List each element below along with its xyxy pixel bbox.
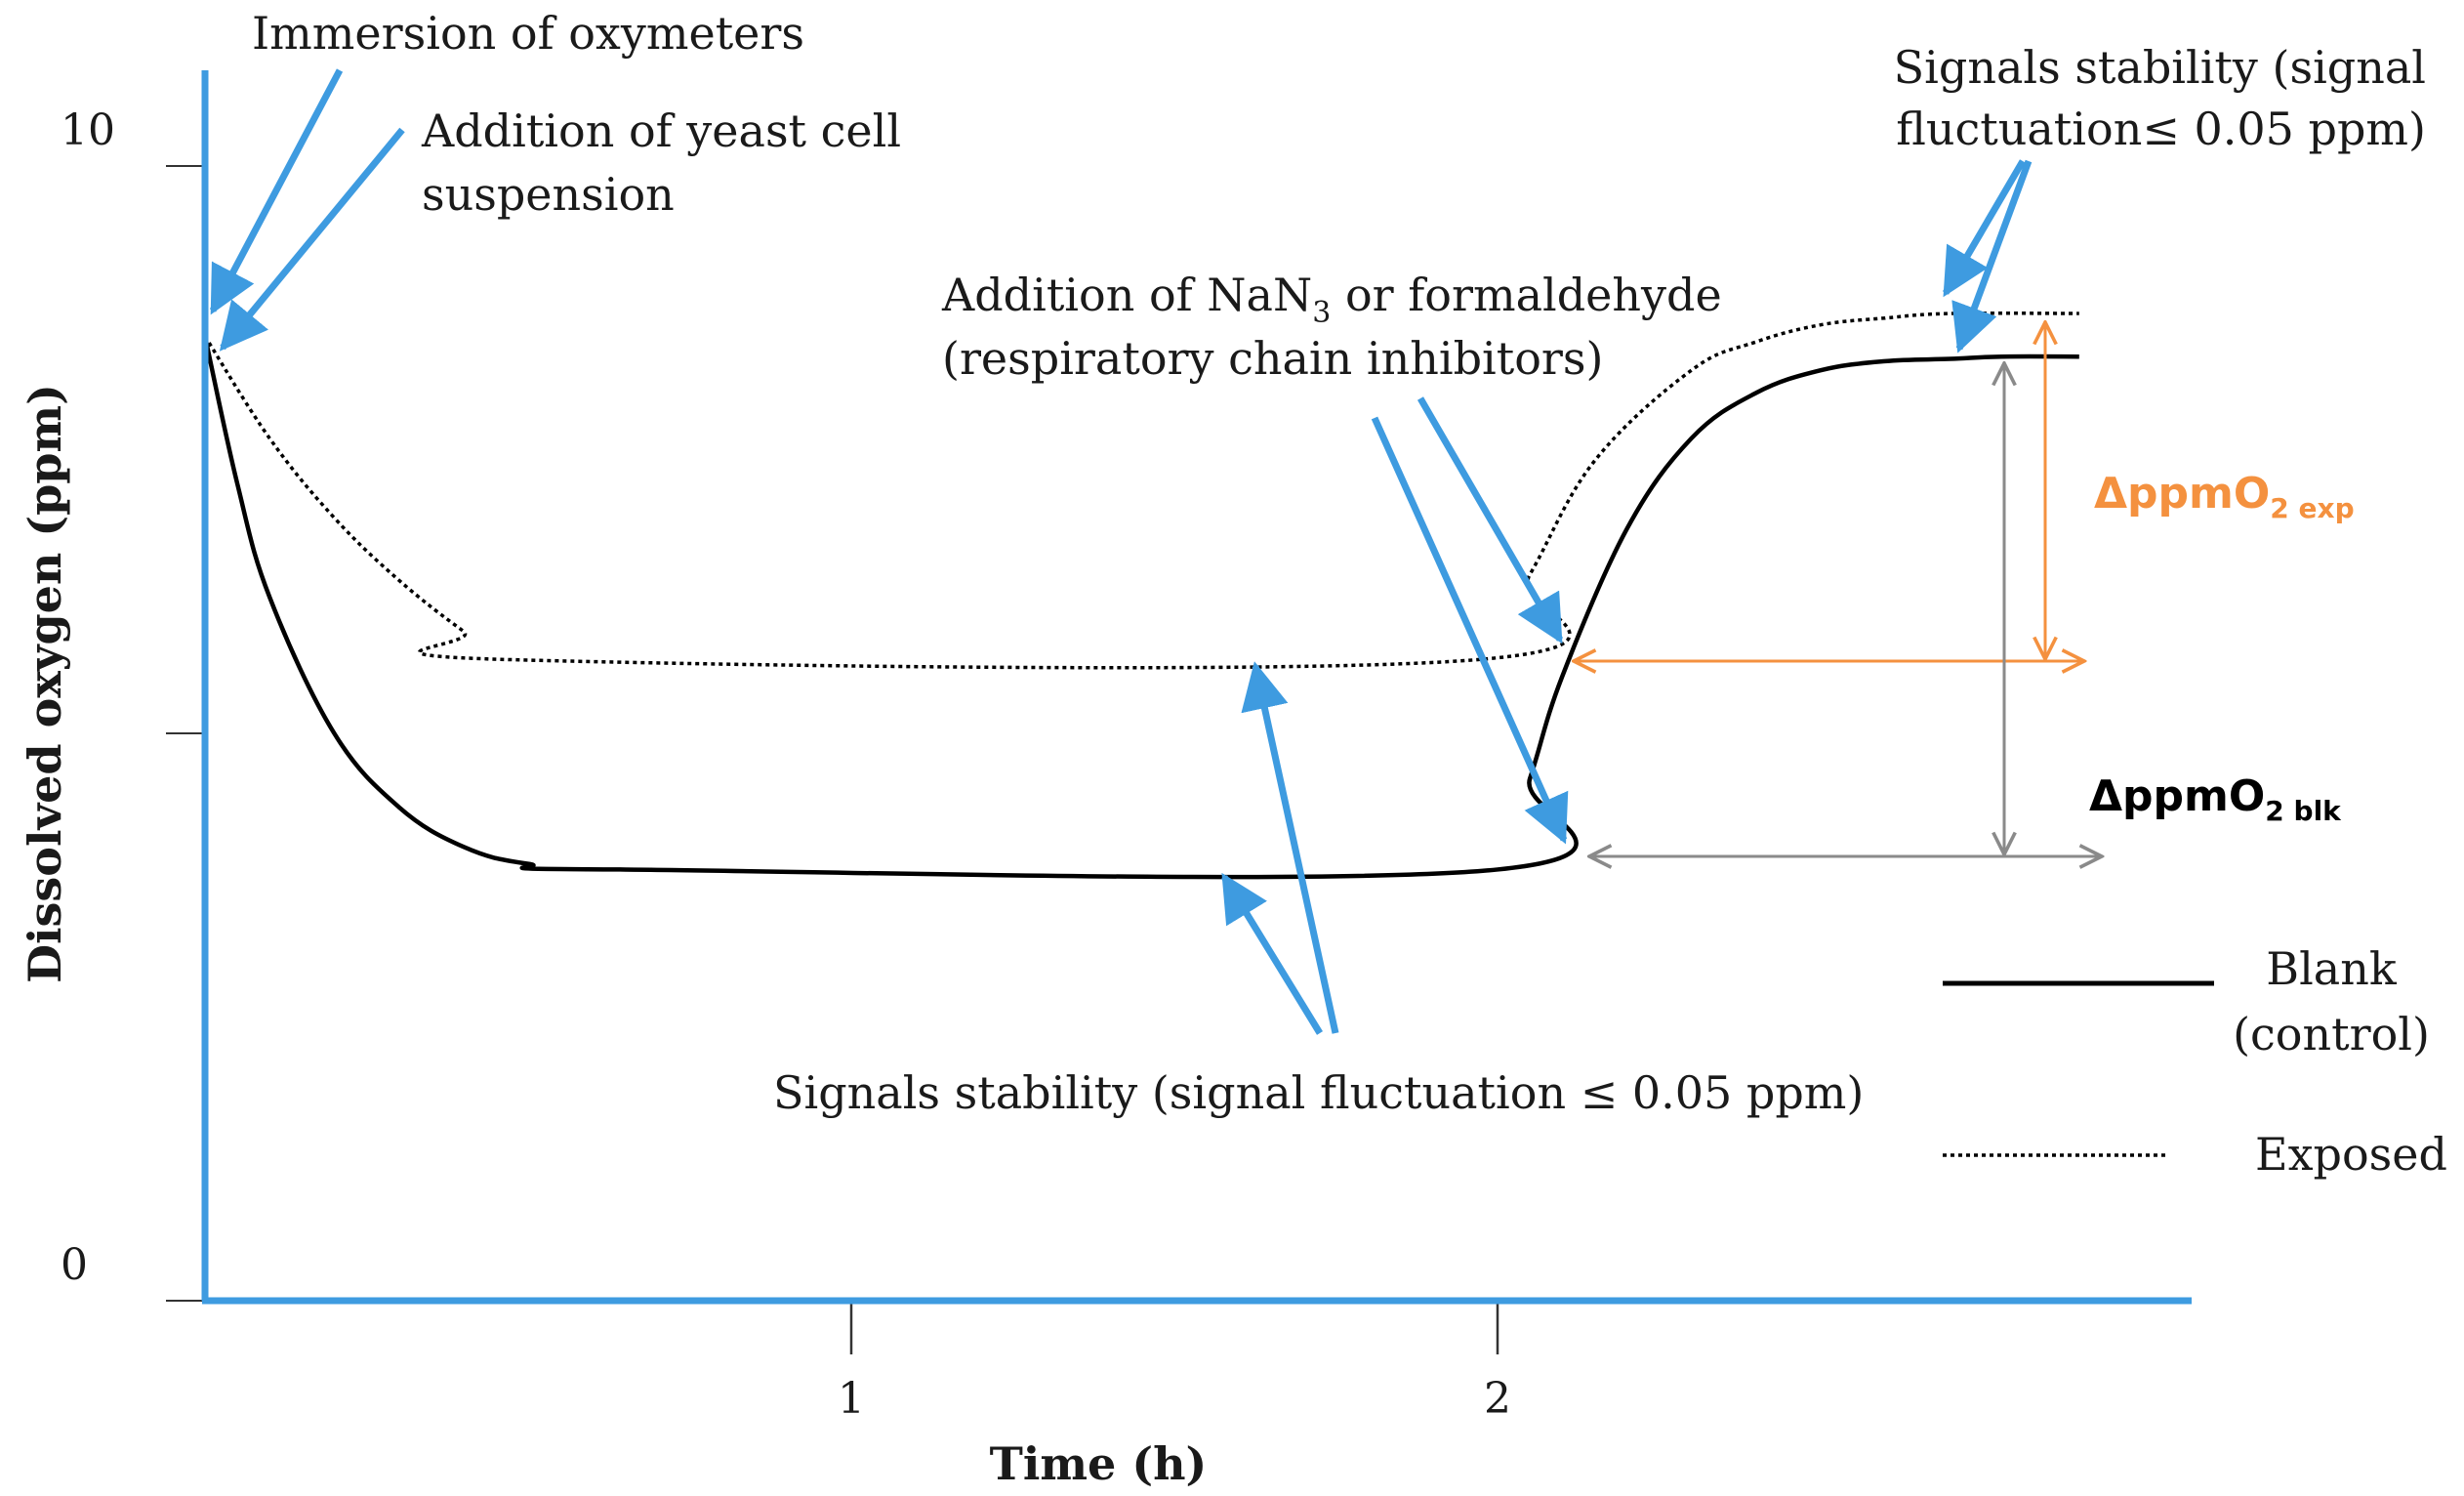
- x-tick-label: 1: [838, 1374, 865, 1424]
- legend-exposed-label: Exposed: [2255, 1128, 2447, 1181]
- legend-blank-label-line2: (control): [2233, 1008, 2430, 1060]
- stability-bottom-arrow-blank: [1221, 872, 1323, 1035]
- stability-top-label-line1: Signals stability (signal: [1894, 41, 2426, 94]
- yeast-label-line1: Addition of yeast cell: [421, 104, 901, 157]
- y-axis-title: Dissolved oxygen (ppm): [19, 384, 71, 983]
- immersion-arrow: [209, 68, 344, 315]
- yeast-addition-arrow: [219, 127, 405, 352]
- delta-blk-label: ΔppmO2 blk: [2089, 771, 2342, 827]
- x-axis-title: Time (h): [990, 1437, 1208, 1490]
- delta-exp-label: ΔppmO2 exp: [2094, 469, 2355, 524]
- stability-bottom-arrow-exposed: [1241, 661, 1339, 1034]
- stability-top-arrow-exposed: [1942, 159, 2027, 298]
- stability-top-arrow-blank: [1951, 159, 2033, 353]
- inhibitor-arrow-blank: [1371, 416, 1569, 845]
- inhibitor-arrow-exposed: [1417, 396, 1564, 644]
- x-tick-label: 2: [1484, 1374, 1511, 1424]
- stability-top-label-line2: fluctuation≤ 0.05 ppm): [1896, 103, 2426, 155]
- legend: Blank (control) Exposed: [1943, 942, 2447, 1181]
- yeast-label-line2: suspension: [422, 168, 675, 221]
- inhibitor-label-line2: (respiratory chain inhibitors): [942, 332, 1603, 385]
- inhibitor-label-line1: Addition of NaN3 or formaldehyde: [941, 269, 1722, 330]
- legend-blank-label-line1: Blank: [2266, 942, 2398, 995]
- series-exposed-curve: [203, 311, 2079, 670]
- stability-bottom-label: Signals stability (signal fluctuation ≤ …: [773, 1066, 1864, 1119]
- immersion-label: Immersion of oxymeters: [252, 7, 804, 60]
- series-blank-curve: [202, 335, 2079, 880]
- y-tick-label: 0: [61, 1240, 88, 1290]
- y-tick-label: 10: [61, 105, 115, 155]
- y-ticks: 0 10: [61, 105, 205, 1302]
